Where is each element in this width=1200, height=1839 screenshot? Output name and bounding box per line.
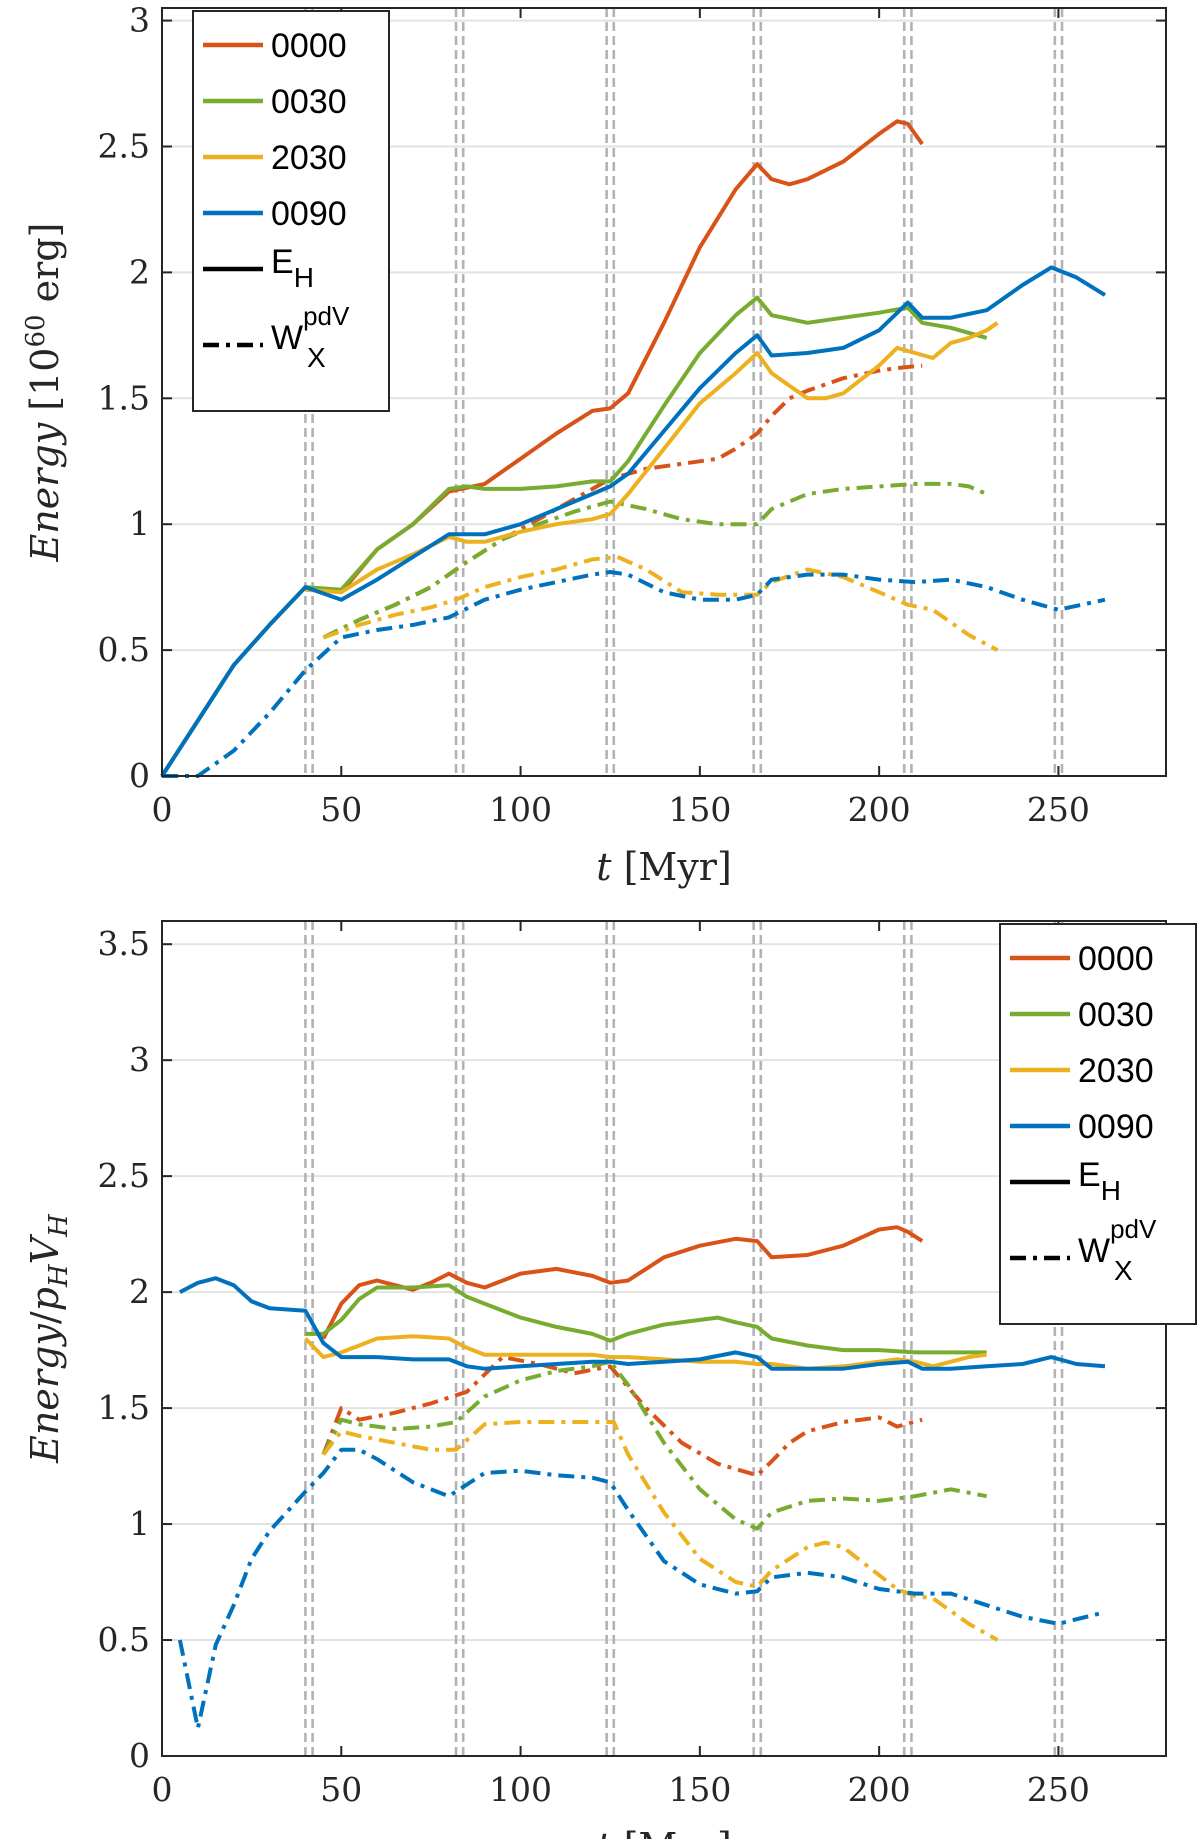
series-2030-dashdot [321, 1420, 999, 1642]
series-0090-dashdot [177, 1447, 1106, 1731]
legend-label-0000: 0000 [271, 27, 347, 65]
x-tick-label: 200 [848, 1770, 911, 1809]
series-2030-dashdot [322, 554, 999, 652]
y-tick-label: 2 [129, 1272, 150, 1311]
y-tick-label: 1 [129, 1504, 150, 1543]
series-0000-dashdot [321, 1355, 923, 1478]
x-axis-label: t [Myr] [596, 1825, 732, 1839]
x-tick-label: 250 [1027, 1770, 1090, 1809]
y-tick-label: 3 [129, 1, 150, 40]
series-0090-solid [178, 1276, 1106, 1371]
legend-label-solid: EH [271, 243, 314, 293]
x-tick-label: 0 [152, 1770, 173, 1809]
x-tick-label: 150 [668, 1770, 731, 1809]
x-tick-label: 250 [1027, 790, 1090, 829]
x-tick-label: 0 [152, 790, 173, 829]
axes-box [161, 920, 1167, 1757]
series-0030-dashdot [322, 481, 988, 640]
x-axis-label: t [Myr] [596, 845, 732, 889]
x-tick-label: 150 [668, 790, 731, 829]
y-tick-label: 1.5 [98, 1388, 150, 1427]
y-tick-label: 2 [129, 252, 150, 291]
y-tick-label: 1.5 [98, 378, 150, 417]
series-2030-solid [305, 321, 999, 595]
y-tick-label: 0 [129, 756, 150, 795]
y-tick-label: 0.5 [98, 1620, 150, 1659]
y-tick-label: 3 [129, 1040, 150, 1079]
y-tick-label: 2.5 [98, 126, 150, 165]
x-tick-label: 100 [489, 1770, 552, 1809]
y-tick-label: 1 [129, 504, 150, 543]
x-tick-label: 50 [320, 1770, 362, 1809]
legend-label-0000: 0000 [1078, 940, 1154, 978]
legend: 0000 0030 2030 0090 EH WpdV X [999, 923, 1197, 1325]
bottom-normalized-energy-panel: 0 50 100 150 200 250 0 0.5 1 1.5 2 2.5 3 3.5 t [Myr] En… [23, 920, 1197, 1839]
x-tick-label: 50 [320, 790, 362, 829]
series-0090-solid [160, 265, 1107, 778]
y-tick-label: 3.5 [98, 924, 150, 963]
series-0030-solid [160, 295, 988, 778]
series-0030-solid [305, 1283, 987, 1355]
legend-label-dashdot: WpdV X [1078, 1214, 1157, 1286]
legend-label-solid: EH [1078, 1156, 1121, 1206]
y-axis-label: Energy/pHVH [23, 1213, 74, 1464]
legend-label-dashdot: WpdV X [271, 301, 350, 373]
legend-label-0090: 0090 [1078, 1108, 1154, 1146]
y-tick-label: 2.5 [98, 1156, 150, 1195]
legend-label-2030: 2030 [1078, 1052, 1154, 1090]
x-tick-label: 100 [489, 790, 552, 829]
y-tick-label: 0.5 [98, 630, 150, 669]
series-0030-dashdot [321, 1359, 988, 1531]
series-0090-dashdot [162, 570, 1106, 778]
axes-box [161, 7, 1167, 777]
y-tick-label: 0 [129, 1736, 150, 1775]
legend-label-0090: 0090 [271, 195, 347, 233]
x-tick-label: 200 [848, 790, 911, 829]
legend-label-0030: 0030 [271, 83, 347, 121]
legend-label-0030: 0030 [1078, 996, 1154, 1034]
top-energy-panel: 0 50 100 150 200 250 0 0.5 1 1.5 2 2.5 3 t [Myr] Energ… [21, 1, 1167, 889]
legend: 0000 0030 2030 0090 EH WpdV X [192, 10, 390, 412]
y-axis-label: Energy [1060 erg] [21, 223, 67, 563]
legend-label-2030: 2030 [271, 139, 347, 177]
